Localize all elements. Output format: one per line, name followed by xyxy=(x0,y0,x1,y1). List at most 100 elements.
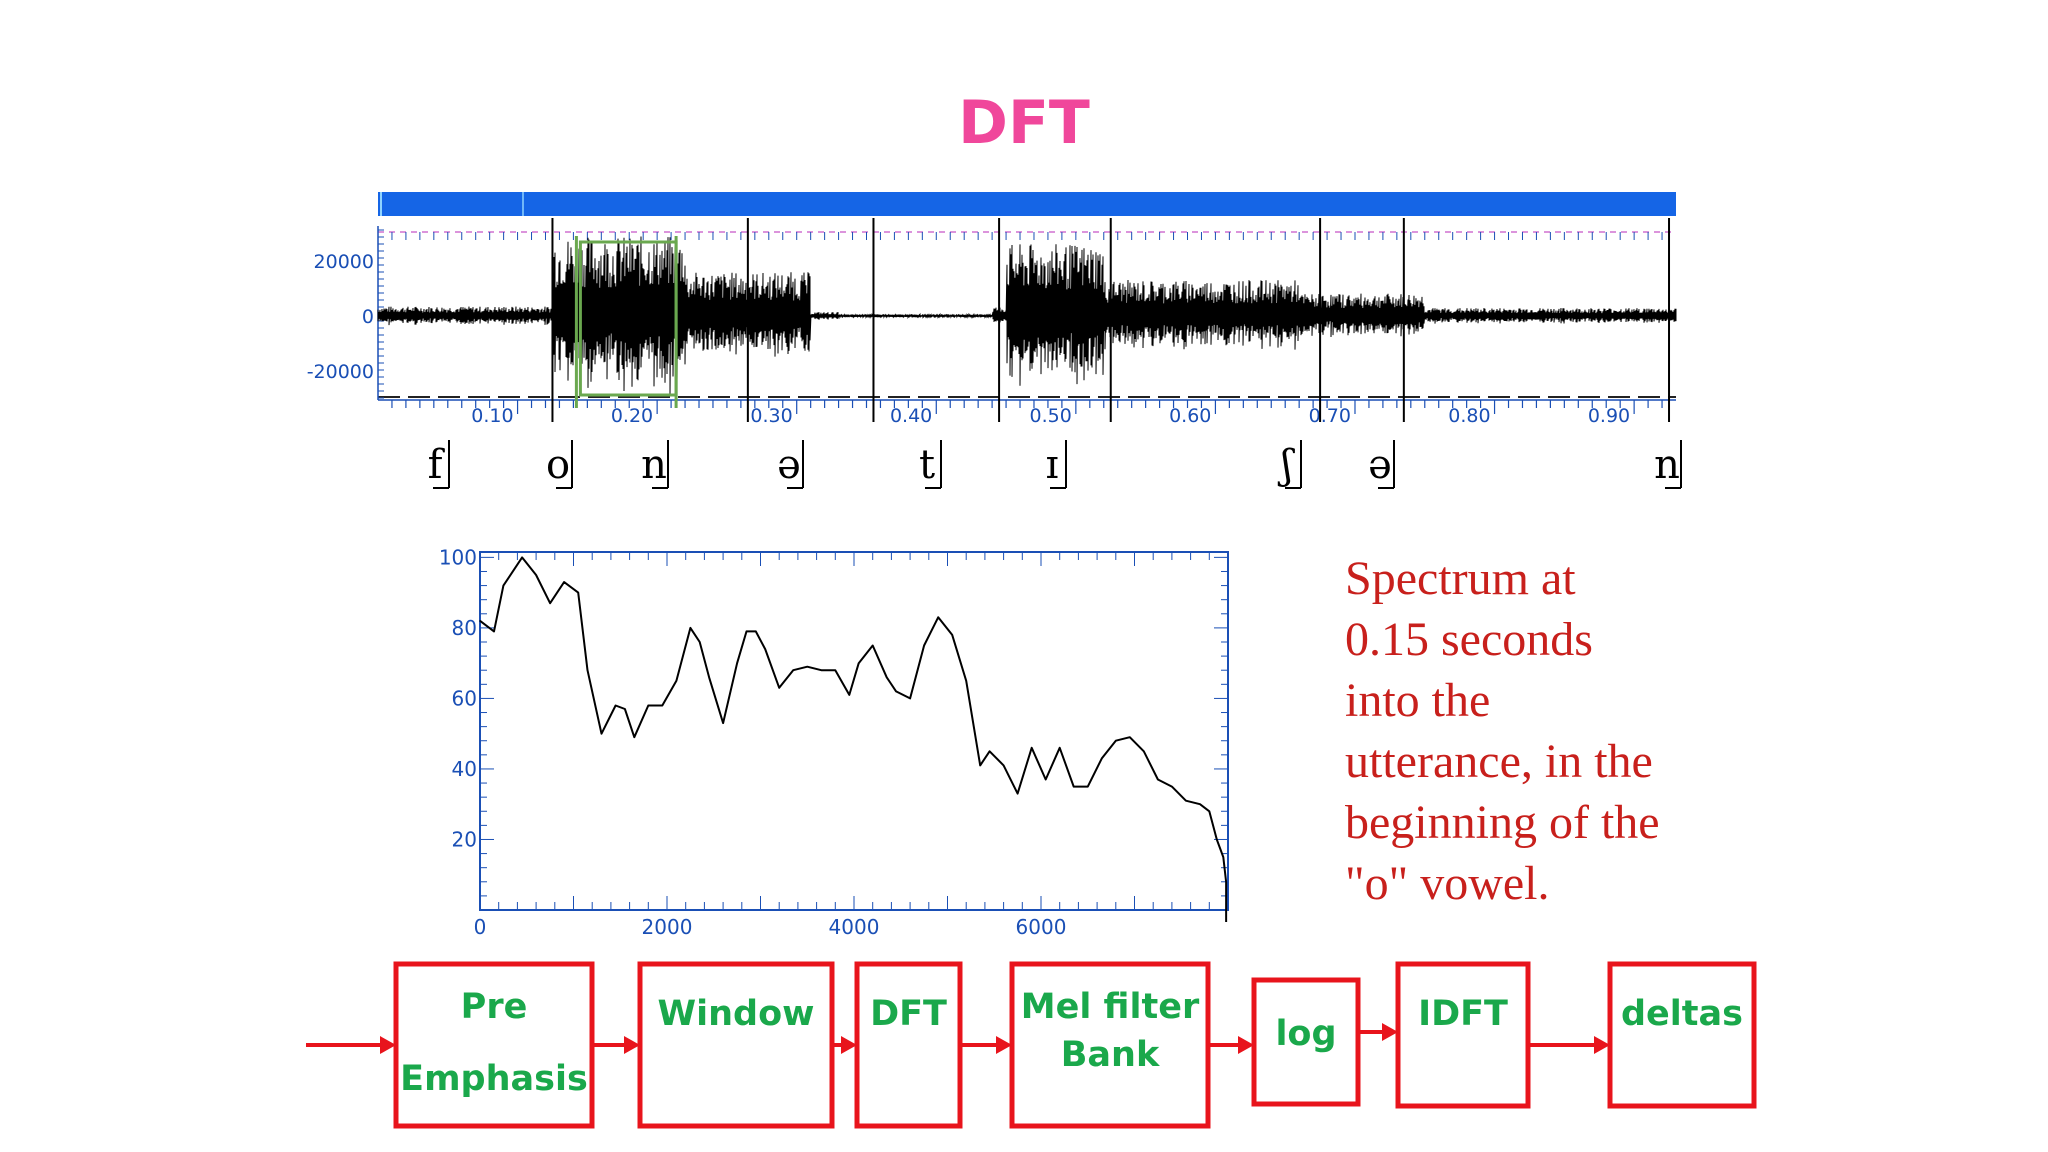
pipeline-block-label: IDFT xyxy=(1418,994,1508,1034)
spectrum-x-tick-label: 2000 xyxy=(642,915,693,939)
caption-line: 0.15 seconds xyxy=(1345,613,1593,666)
spectrum-point xyxy=(937,616,939,618)
spectrum-point xyxy=(806,666,808,668)
phone-label: t xyxy=(919,442,935,488)
waveform-x-tick-label: 0.80 xyxy=(1448,405,1490,427)
spectrum-y-tick-label: 100 xyxy=(439,545,477,569)
pipeline-block-label: deltas xyxy=(1621,994,1743,1034)
phone-label: n xyxy=(641,442,667,488)
spectrum-point xyxy=(1143,750,1145,752)
spectrum-point xyxy=(778,687,780,689)
phone-label: ʃ xyxy=(1278,442,1296,488)
spectrum-point xyxy=(1208,810,1210,812)
flow-arrowhead xyxy=(996,1036,1012,1054)
caption-line: beginning of the xyxy=(1345,796,1660,849)
spectrum-point xyxy=(1115,740,1117,742)
spectrum-point xyxy=(708,676,710,678)
spectrum-point xyxy=(792,669,794,671)
spectrum-point xyxy=(1087,786,1089,788)
caption-line: "o" vowel. xyxy=(1345,857,1550,910)
spectrum-x-tick-label: 0 xyxy=(474,915,487,939)
phone-label: f xyxy=(428,442,446,488)
spectrum-point xyxy=(1101,757,1103,760)
spectrum-x-tick-label: 4000 xyxy=(829,915,880,939)
spectrum-point xyxy=(577,592,579,594)
flow-arrowhead xyxy=(1238,1036,1254,1054)
phone-label: ɪ xyxy=(1046,442,1059,488)
pipeline-block-label: log xyxy=(1275,1014,1336,1054)
flow-arrowhead xyxy=(1382,1023,1398,1041)
spectrum-chart: 0 2000 4000 6000 100 80 60 40 20 xyxy=(439,545,1229,939)
waveform-y-tick-label: 0 xyxy=(362,306,374,328)
spectrum-point xyxy=(909,697,911,700)
speech-waveform xyxy=(377,236,1677,395)
spectrum-point xyxy=(872,644,874,647)
waveform-x-tick-label: 0.60 xyxy=(1169,405,1211,427)
pipeline-block-label: Bank xyxy=(1061,1035,1160,1075)
spectrum-point xyxy=(586,669,589,671)
waveform-y-tick-label: 20000 xyxy=(314,251,374,273)
spectrum-point xyxy=(1216,838,1218,841)
spectrum-point xyxy=(1157,778,1159,781)
spectrum-point xyxy=(848,694,850,696)
spectrum-point xyxy=(834,669,836,671)
pipeline-block xyxy=(637,961,835,1129)
spectrum-point xyxy=(1059,747,1061,749)
waveform-x-tick-label: 0.30 xyxy=(750,405,792,427)
spectrum-point xyxy=(886,676,888,678)
spectrum-point xyxy=(820,669,822,671)
phone-label: n xyxy=(1654,442,1680,488)
flow-arrowhead xyxy=(624,1036,640,1054)
spectrum-y-tick-label: 20 xyxy=(452,827,477,851)
spectrum-point xyxy=(1171,786,1173,788)
timeline-bar xyxy=(378,192,1676,216)
spectrum-y-tick-label: 60 xyxy=(452,686,477,710)
phone-label: ə xyxy=(1368,442,1392,488)
spectrum-point xyxy=(979,764,981,767)
caption-line: Spectrum at xyxy=(1345,552,1576,605)
spectrum-point xyxy=(521,556,523,559)
spectrum-point xyxy=(1222,856,1224,858)
spectrum-caption: Spectrum at 0.15 seconds into the utterance… xyxy=(1345,548,1815,914)
spectrum-y-tick-label: 80 xyxy=(452,616,477,640)
pipeline-block xyxy=(1607,961,1757,1109)
pipeline-block-label: Mel filter xyxy=(1021,987,1200,1027)
spectrum-point xyxy=(1185,800,1187,802)
waveform-x-tick-label: 0.20 xyxy=(611,405,653,427)
spectrum-point xyxy=(502,585,504,587)
slide-title: DFT xyxy=(958,88,1090,158)
spectrum-point xyxy=(689,627,692,629)
spectrum-point xyxy=(1073,786,1075,788)
spectrum-point xyxy=(479,620,481,622)
pipeline-block-label: Emphasis xyxy=(400,1059,588,1099)
spectrum-point xyxy=(675,680,678,682)
pipeline-block xyxy=(1251,977,1361,1107)
spectrum-point xyxy=(745,630,748,633)
spectrum-point xyxy=(951,634,953,636)
spectrum-point xyxy=(989,750,991,752)
pipeline-block xyxy=(1395,961,1531,1109)
spectrum-point xyxy=(858,662,860,664)
spectrum-point xyxy=(699,641,701,643)
spectrum-y-tick-label: 40 xyxy=(452,757,477,781)
spectrum-point xyxy=(624,708,626,710)
caption-line: utterance, in the xyxy=(1345,735,1653,788)
waveform-x-tick-label: 0.10 xyxy=(471,405,513,427)
spectrum-point xyxy=(647,704,649,707)
spectrum-point xyxy=(615,704,617,707)
spectrum-point xyxy=(661,704,663,707)
pipeline-block-label: Pre xyxy=(461,987,528,1027)
spectrum-point xyxy=(493,630,495,633)
pipeline-block xyxy=(854,961,963,1129)
spectrum-point xyxy=(535,574,537,576)
phone-label: o xyxy=(546,442,570,488)
waveform-x-tick-label: 0.90 xyxy=(1588,405,1630,427)
flow-arrowhead xyxy=(380,1036,396,1054)
spectrum-point xyxy=(722,722,724,724)
pipeline-block xyxy=(393,961,595,1129)
spectrum-point xyxy=(549,602,551,604)
spectrum-point xyxy=(1199,803,1201,805)
spectrum-point xyxy=(895,690,897,693)
